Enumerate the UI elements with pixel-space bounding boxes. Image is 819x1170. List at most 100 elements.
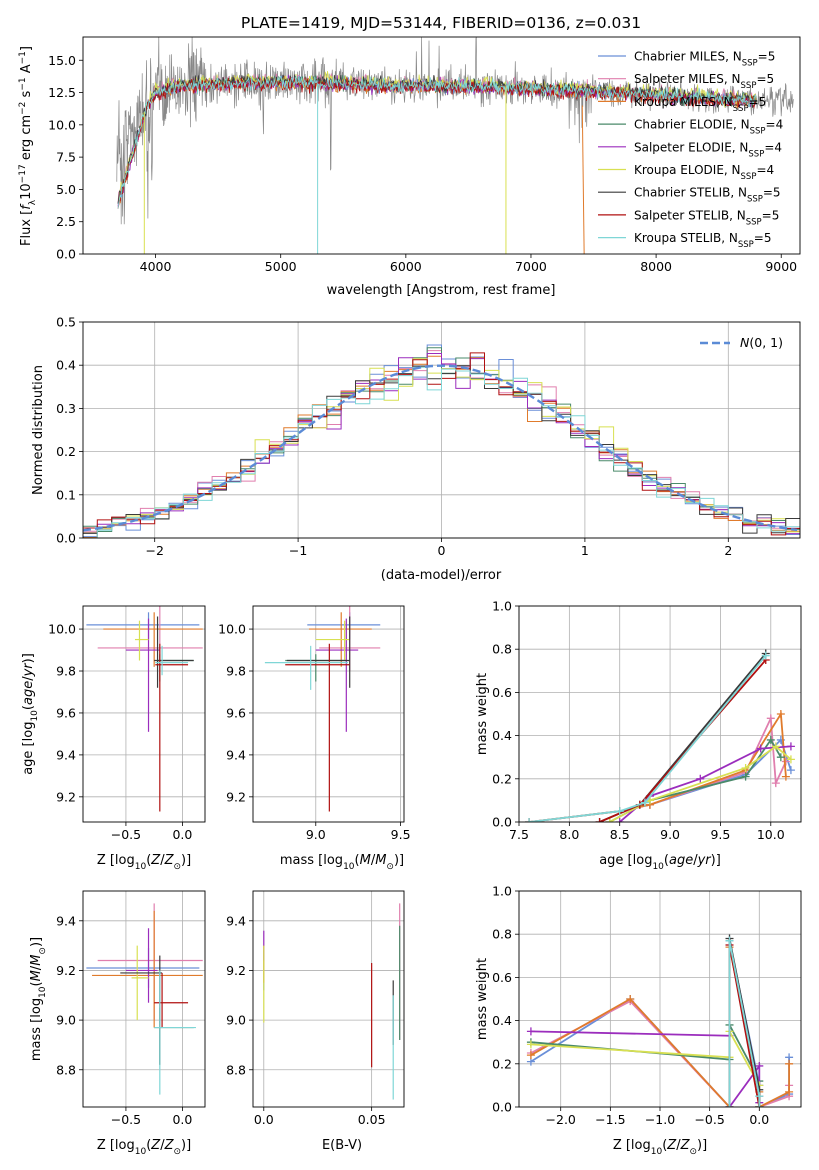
y-tick-label: 8.8 [56,1062,76,1077]
y-tick-label: 9.4 [226,913,246,928]
weight-marker [725,1103,734,1107]
x-tick-label: 0.05 [358,1112,386,1127]
y-tick-label: 12.5 [48,85,76,100]
weight-marker [755,1103,764,1107]
y-tick-label: 0.4 [56,358,76,373]
x-tick-label: −1.5 [595,1112,625,1127]
y-tick-label: 0.6 [492,970,512,985]
y-tick-label: 9.6 [226,705,246,720]
x-tick-label: 9.5 [710,827,730,842]
weight-line [728,944,761,1107]
weight-marker [771,742,780,751]
y-axis-label: mass weight [475,673,490,755]
x-axis-label: Z [log10(Z/Z⊙)] [613,1138,707,1157]
weight-marker [786,742,795,751]
weight-line [530,1030,761,1107]
y-tick-label: 9.2 [56,789,76,804]
y-tick-label: 0.3 [56,401,76,416]
axes-frame [518,890,802,1108]
weight-marker [725,936,734,945]
legend-label: Chabrier STELIB, NSSP=5 [634,186,781,205]
weight-marker [741,772,750,781]
y-tick-label: 0.6 [492,685,512,700]
weight-marker [640,798,649,807]
weight-marker [781,772,790,781]
x-axis-label: age [log10(age/yr)] [599,853,721,872]
weight-marker [526,1051,535,1060]
y-tick-label: 0.2 [56,444,76,459]
y-axis-label: mass weight [475,958,490,1040]
y-tick-label: 9.4 [56,747,76,762]
axes-frame [82,605,206,823]
y-tick-label: 9.2 [226,789,246,804]
axes-frame [518,605,802,823]
legend-label: Chabrier MILES, NSSP=5 [634,50,775,69]
x-tick-label: −1 [289,543,307,558]
x-axis-label: mass [log10(M/M⊙)] [280,853,404,872]
x-tick-label: 7.5 [509,827,529,842]
y-tick-label: 15.0 [48,53,76,68]
weight-marker [525,818,534,822]
y-tick-label: 9.0 [226,1013,246,1028]
y-tick-label: 8.8 [226,1062,246,1077]
weight-line [530,1024,761,1107]
y-tick-label: 9.0 [56,1013,76,1028]
y-tick-label: 0.8 [492,642,512,657]
x-tick-label: 0 [438,543,446,558]
weight-line [528,655,767,822]
x-tick-label: 7000 [515,259,547,274]
x-axis-label: E(B-V) [322,1138,362,1153]
x-axis-label: Z [log10(Z/Z⊙)] [97,1138,191,1157]
x-tick-label: 6000 [390,259,422,274]
x-tick-label: −0.5 [111,827,141,842]
x-tick-label: 9.5 [391,827,411,842]
x-tick-label: 9.0 [306,827,326,842]
y-tick-label: 9.8 [226,664,246,679]
x-tick-label: 0.0 [172,1112,192,1127]
y-tick-label: 0.0 [492,1100,512,1115]
legend-label: Salpeter ELODIE, NSSP=4 [634,140,782,159]
axes-frame [82,890,206,1108]
y-tick-label: 9.4 [226,747,246,762]
model-spectrum-line [117,75,757,209]
y-tick-label: 0.1 [56,487,76,502]
axes-frame [252,605,405,823]
plot-area [86,606,203,812]
x-tick-label: −1.0 [645,1112,675,1127]
x-tick-label: 8.0 [559,827,579,842]
x-tick-label: 2 [724,543,732,558]
x-tick-label: 4000 [140,259,172,274]
y-tick-label: 0.0 [56,531,76,546]
weight-marker [741,764,750,772]
y-tick-label: 9.2 [56,963,76,978]
weight-marker [781,757,790,766]
y-tick-label: 7.5 [56,150,76,165]
x-axis-label: wavelength [Angstrom, rest frame] [327,283,556,298]
legend-label: Salpeter STELIB, NSSP=5 [634,208,779,227]
y-tick-label: 9.4 [56,913,76,928]
plot-area [86,903,203,1095]
legend-label: Kroupa ELODIE, NSSP=4 [634,163,774,182]
y-tick-label: 10.0 [48,117,76,132]
y-tick-label: 1.0 [492,599,512,614]
x-tick-label: 8000 [640,259,672,274]
x-tick-label: 1 [581,543,589,558]
y-axis-label: mass [log10(M/M⊙)] [29,937,48,1061]
figure-title: PLATE=1419, MJD=53144, FIBERID=0136, z=0… [241,14,641,32]
weight-line [728,940,761,1107]
plot-area [264,606,381,812]
model-edge [581,105,585,254]
weight-marker [696,774,705,783]
x-tick-label: 0.0 [172,827,192,842]
axes-frame [82,36,801,255]
x-tick-label: −0.5 [111,1112,141,1127]
y-tick-label: 9.2 [226,963,246,978]
weight-marker [526,1027,535,1036]
weight-marker [756,744,765,753]
weight-marker [595,818,604,822]
weight-marker [776,753,785,762]
plot-area [263,903,401,1100]
weight-marker [755,1092,764,1101]
gaussian-curve [83,364,798,532]
weight-marker [786,755,795,764]
